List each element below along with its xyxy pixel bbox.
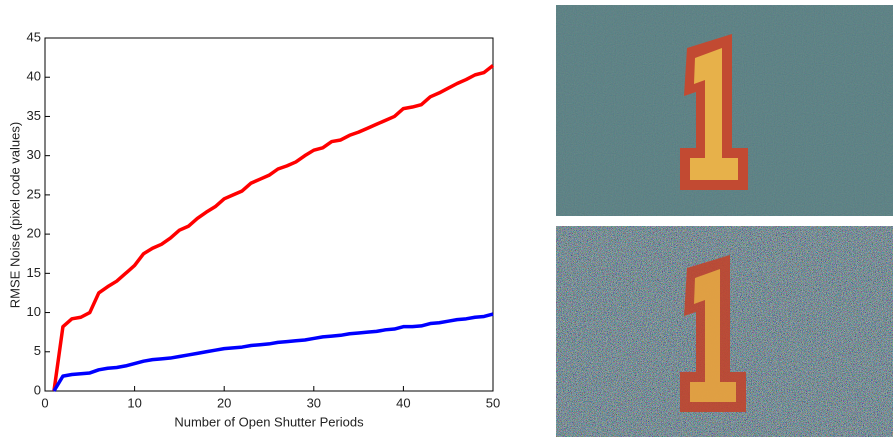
x-tick-label: 10: [127, 395, 141, 410]
x-tick-label: 20: [217, 395, 231, 410]
photo-bottom: [556, 226, 893, 437]
y-tick-label: 35: [27, 108, 41, 123]
x-tick-label: 50: [486, 395, 500, 410]
y-tick-label: 40: [27, 69, 41, 84]
y-tick-label: 45: [27, 29, 41, 44]
y-tick-label: 5: [34, 343, 41, 358]
y-axis-label: RMSE Noise (pixel code values): [7, 122, 22, 308]
y-tick-label: 20: [27, 226, 41, 241]
photo-top: [556, 5, 893, 216]
x-tick-label: 30: [307, 395, 321, 410]
y-tick-label: 10: [27, 304, 41, 319]
y-tick-label: 30: [27, 147, 41, 162]
y-tick-label: 15: [27, 265, 41, 280]
plot-frame: [44, 37, 494, 392]
data-line: [52, 312, 494, 392]
x-tick-label: 40: [396, 395, 410, 410]
x-axis-label: Number of Open Shutter Periods: [174, 414, 364, 429]
y-tick-label: 25: [27, 186, 41, 201]
x-tick-label: 0: [41, 395, 48, 410]
data-line: [52, 64, 495, 392]
y-tick-label: 0: [34, 382, 41, 397]
